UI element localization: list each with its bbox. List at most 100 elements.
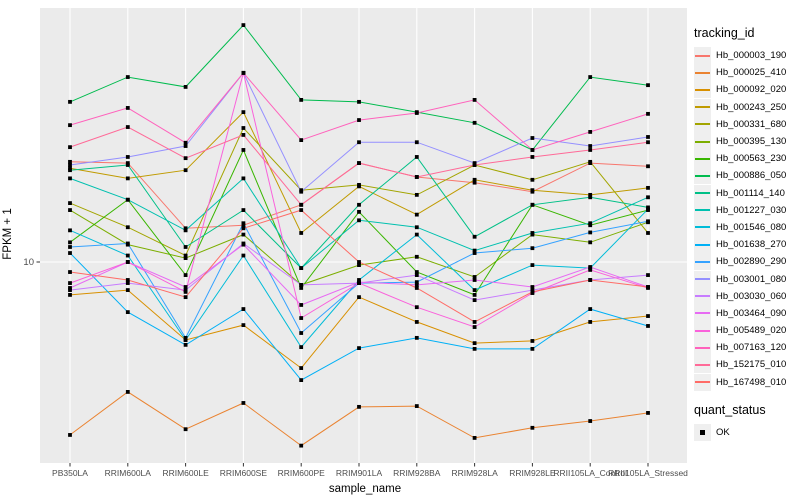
- legend-label: Hb_005489_020: [716, 325, 787, 337]
- data-point: [646, 411, 650, 415]
- data-point: [299, 97, 304, 102]
- data-point: [68, 159, 72, 164]
- data-point: [125, 253, 130, 258]
- legend-label: Hb_000243_250: [716, 101, 787, 113]
- data-point: [68, 281, 72, 285]
- data-point: [588, 130, 593, 134]
- data-point: [588, 230, 593, 235]
- data-point: [472, 180, 477, 185]
- data-point: [68, 145, 72, 150]
- data-point: [299, 202, 304, 207]
- x-tick-label: RRIM600LA: [105, 468, 152, 478]
- data-point: [125, 163, 130, 167]
- data-point: [68, 286, 72, 290]
- data-point: [588, 144, 593, 148]
- data-point: [472, 234, 477, 239]
- data-point: [241, 110, 246, 115]
- data-points: [68, 23, 650, 448]
- legend-item: Hb_000243_250: [694, 98, 800, 116]
- legend-item: Hb_002890_290: [694, 253, 800, 271]
- data-point: [299, 266, 304, 270]
- legend-key-line-icon: [694, 287, 711, 305]
- legend-item: Hb_152175_010: [694, 356, 800, 374]
- legend-label: Hb_000331_680: [716, 118, 787, 130]
- x-tick-labels: PB350LA RRIM600LA RRIM600LE RRIM600SE RRIM60…: [52, 468, 688, 478]
- data-point: [357, 281, 361, 285]
- legend-key-line-icon: [694, 356, 711, 374]
- legend-key-line-icon: [694, 304, 711, 322]
- legend-label: Hb_167498_010: [716, 376, 787, 388]
- data-point: [183, 245, 188, 249]
- data-point: [588, 268, 593, 272]
- data-point: [646, 83, 650, 88]
- quant-status-legend: quant_status OK: [694, 403, 800, 441]
- legend-item: Hb_005489_020: [694, 322, 800, 340]
- data-point: [299, 231, 304, 235]
- data-point: [414, 175, 419, 179]
- data-point: [588, 221, 593, 226]
- legend-key-line-icon: [694, 167, 711, 185]
- x-tick-label: RRIM928BA: [393, 468, 441, 478]
- data-point: [530, 339, 535, 343]
- data-point: [414, 111, 419, 115]
- x-tick-label: PB350LA: [52, 468, 88, 478]
- data-point: [588, 240, 593, 245]
- data-point: [588, 192, 593, 197]
- x-tick-label: RRIM928LA: [451, 468, 498, 478]
- data-point: [125, 278, 130, 282]
- legend-label: Hb_003030_060: [716, 290, 787, 302]
- data-point: [68, 168, 72, 173]
- data-point: [241, 23, 246, 28]
- data-point: [357, 140, 361, 145]
- data-point: [588, 307, 593, 311]
- data-point: [125, 310, 130, 315]
- data-point: [588, 148, 593, 152]
- legend-item: Hb_000003_190: [694, 47, 800, 65]
- data-point: [183, 342, 188, 347]
- legend-key-line-icon: [694, 201, 711, 219]
- data-point: [472, 298, 477, 303]
- data-point: [357, 218, 361, 223]
- data-point: [299, 378, 304, 383]
- data-point: [357, 260, 361, 264]
- data-point: [125, 225, 130, 230]
- data-point: [357, 346, 361, 351]
- data-point: [125, 197, 130, 202]
- data-point: [646, 285, 650, 289]
- legend-key-line-icon: [694, 253, 711, 271]
- legend-label: Hb_001638_270: [716, 239, 787, 251]
- legend-item: Hb_000395_130: [694, 133, 800, 151]
- legend-key-line-icon: [694, 184, 711, 202]
- data-point: [414, 254, 419, 259]
- data-point: [357, 209, 361, 214]
- data-point: [183, 140, 188, 145]
- legend-label: Hb_152175_010: [716, 359, 787, 371]
- legend-item: Hb_167498_010: [694, 373, 800, 391]
- data-point: [530, 425, 535, 430]
- x-tick-label: RRII105LA_Control: [553, 468, 627, 478]
- data-point: [646, 111, 650, 116]
- data-point: [357, 118, 361, 122]
- legend-key-line-icon: [694, 98, 711, 116]
- y-tick-labels: 10: [23, 257, 34, 268]
- data-point: [414, 212, 419, 217]
- data-point: [241, 401, 246, 405]
- data-point: [183, 85, 188, 89]
- data-point: [646, 207, 650, 212]
- data-point: [68, 251, 72, 255]
- data-point: [530, 148, 535, 152]
- data-point: [646, 231, 650, 235]
- data-point: [299, 208, 304, 212]
- data-point: [646, 140, 650, 145]
- data-point: [183, 253, 188, 258]
- data-point: [68, 176, 72, 181]
- legend-item: Hb_000331_680: [694, 115, 800, 133]
- quant-status-label: OK: [716, 426, 730, 438]
- data-point: [241, 232, 246, 237]
- data-point: [299, 331, 304, 335]
- x-tick-label: RRIM600LE: [162, 468, 209, 478]
- legend-label: Hb_000092_020: [716, 84, 787, 96]
- data-point: [414, 335, 419, 340]
- legend-label: Hb_000025_410: [716, 67, 787, 79]
